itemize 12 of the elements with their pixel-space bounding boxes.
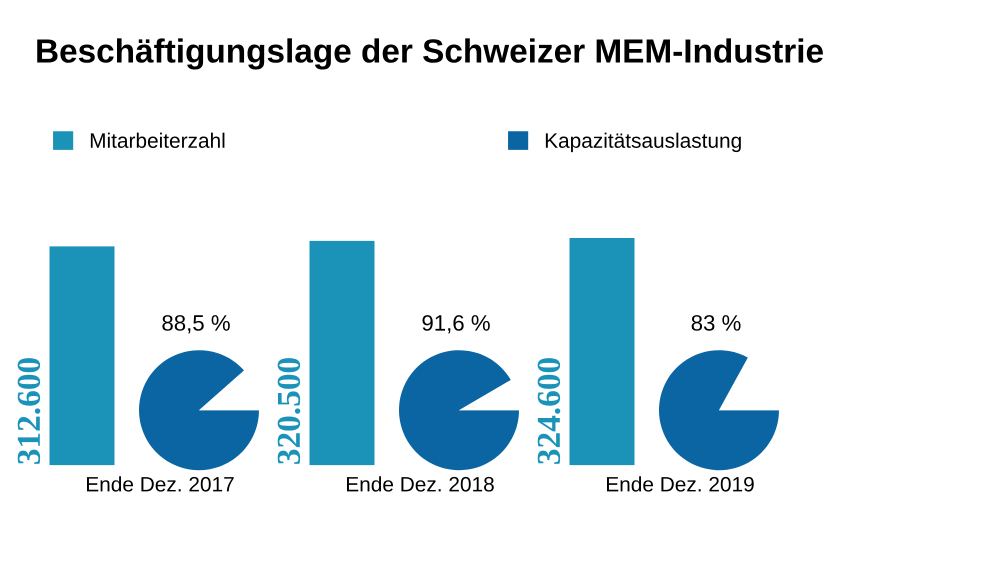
x-tick-label: Ende Dez. 2017 [87, 476, 234, 492]
x-tick-label: Ende Dez. 2018 [347, 476, 494, 492]
data-label: 83 % [692, 315, 741, 331]
data-label: 320.500 [278, 358, 300, 464]
data-label: 91,6 % [422, 315, 490, 334]
legend-label: Mitarbeiterzahl [90, 132, 224, 148]
data-label: 324.600 [538, 358, 560, 464]
legend-label: Kapazitätsauslastung [546, 132, 741, 152]
chart-title: Beschäftigungslage der Schweizer MEM-Industrie [37, 38, 823, 70]
data-label: 312.600 [18, 358, 40, 464]
data-label: 88,5 % [162, 315, 230, 334]
x-tick-label: Ende Dez. 2019 [607, 476, 754, 492]
